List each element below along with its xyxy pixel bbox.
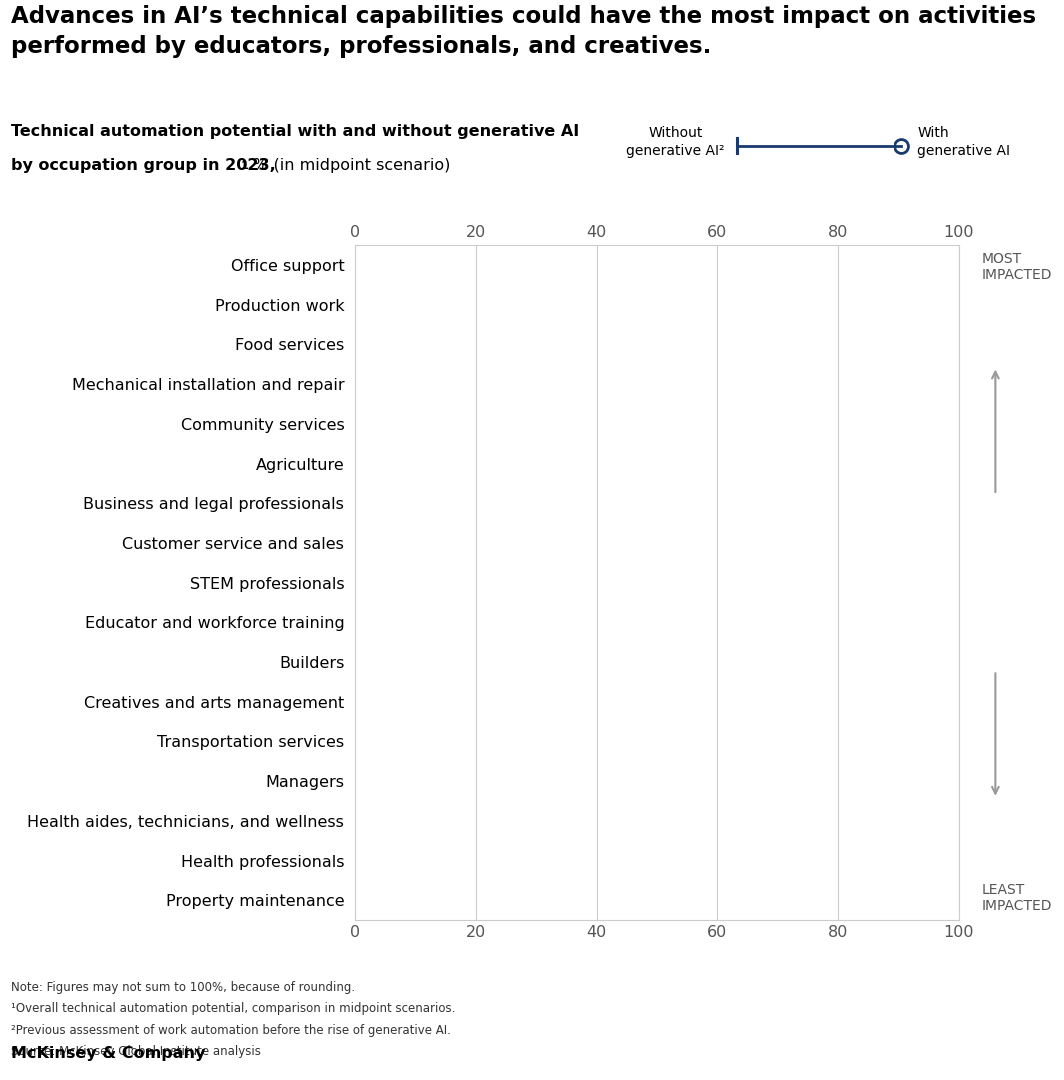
Text: Advances in AI’s technical capabilities could have the most impact on activities: Advances in AI’s technical capabilities … bbox=[11, 5, 1035, 28]
Text: 1: 1 bbox=[240, 161, 249, 171]
Text: LEAST
IMPACTED: LEAST IMPACTED bbox=[982, 883, 1052, 914]
Text: by occupation group in 2023,: by occupation group in 2023, bbox=[11, 158, 276, 173]
Text: Source: McKinsey Global Institute analysis: Source: McKinsey Global Institute analys… bbox=[11, 1045, 261, 1058]
Text: performed by educators, professionals, and creatives.: performed by educators, professionals, a… bbox=[11, 35, 711, 57]
Text: Without
generative AI²: Without generative AI² bbox=[627, 126, 725, 158]
Text: MOST
IMPACTED: MOST IMPACTED bbox=[982, 252, 1052, 282]
Text: ¹Overall technical automation potential, comparison in midpoint scenarios.: ¹Overall technical automation potential,… bbox=[11, 1002, 455, 1015]
Text: McKinsey & Company: McKinsey & Company bbox=[11, 1045, 205, 1061]
Text: Technical automation potential with and without generative AI: Technical automation potential with and … bbox=[11, 124, 579, 139]
Text: With
generative AI: With generative AI bbox=[917, 126, 1010, 158]
Text: ²Previous assessment of work automation before the rise of generative AI.: ²Previous assessment of work automation … bbox=[11, 1024, 450, 1037]
Text: % (in midpoint scenario): % (in midpoint scenario) bbox=[248, 158, 450, 173]
Text: Note: Figures may not sum to 100%, because of rounding.: Note: Figures may not sum to 100%, becau… bbox=[11, 981, 354, 994]
